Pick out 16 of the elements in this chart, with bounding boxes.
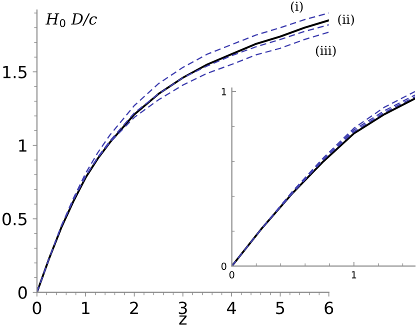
x-tick-label: 3 [178, 302, 187, 314]
y-axis-title: H$_{0}$ D/c [45, 13, 97, 28]
x-tick-label: 0 [32, 302, 42, 314]
y-tick-label: 0 [18, 286, 27, 299]
series-label: (i) [290, 1, 303, 13]
x-tick-label: 4 [227, 302, 236, 314]
y-tick-label: 0.5 [2, 212, 26, 226]
y-tick-label: 1.5 [3, 66, 26, 78]
x-tick-label: 2 [130, 302, 138, 314]
series-label: (ii) [338, 14, 354, 26]
x-tick-label: 5 [276, 302, 284, 314]
y-tick-label: 1 [19, 140, 26, 152]
x-axis-title: z [179, 315, 187, 325]
series-label: (iii) [316, 46, 336, 57]
x-tick-label: 6 [324, 302, 334, 314]
x-tick-label: 1 [82, 302, 90, 314]
